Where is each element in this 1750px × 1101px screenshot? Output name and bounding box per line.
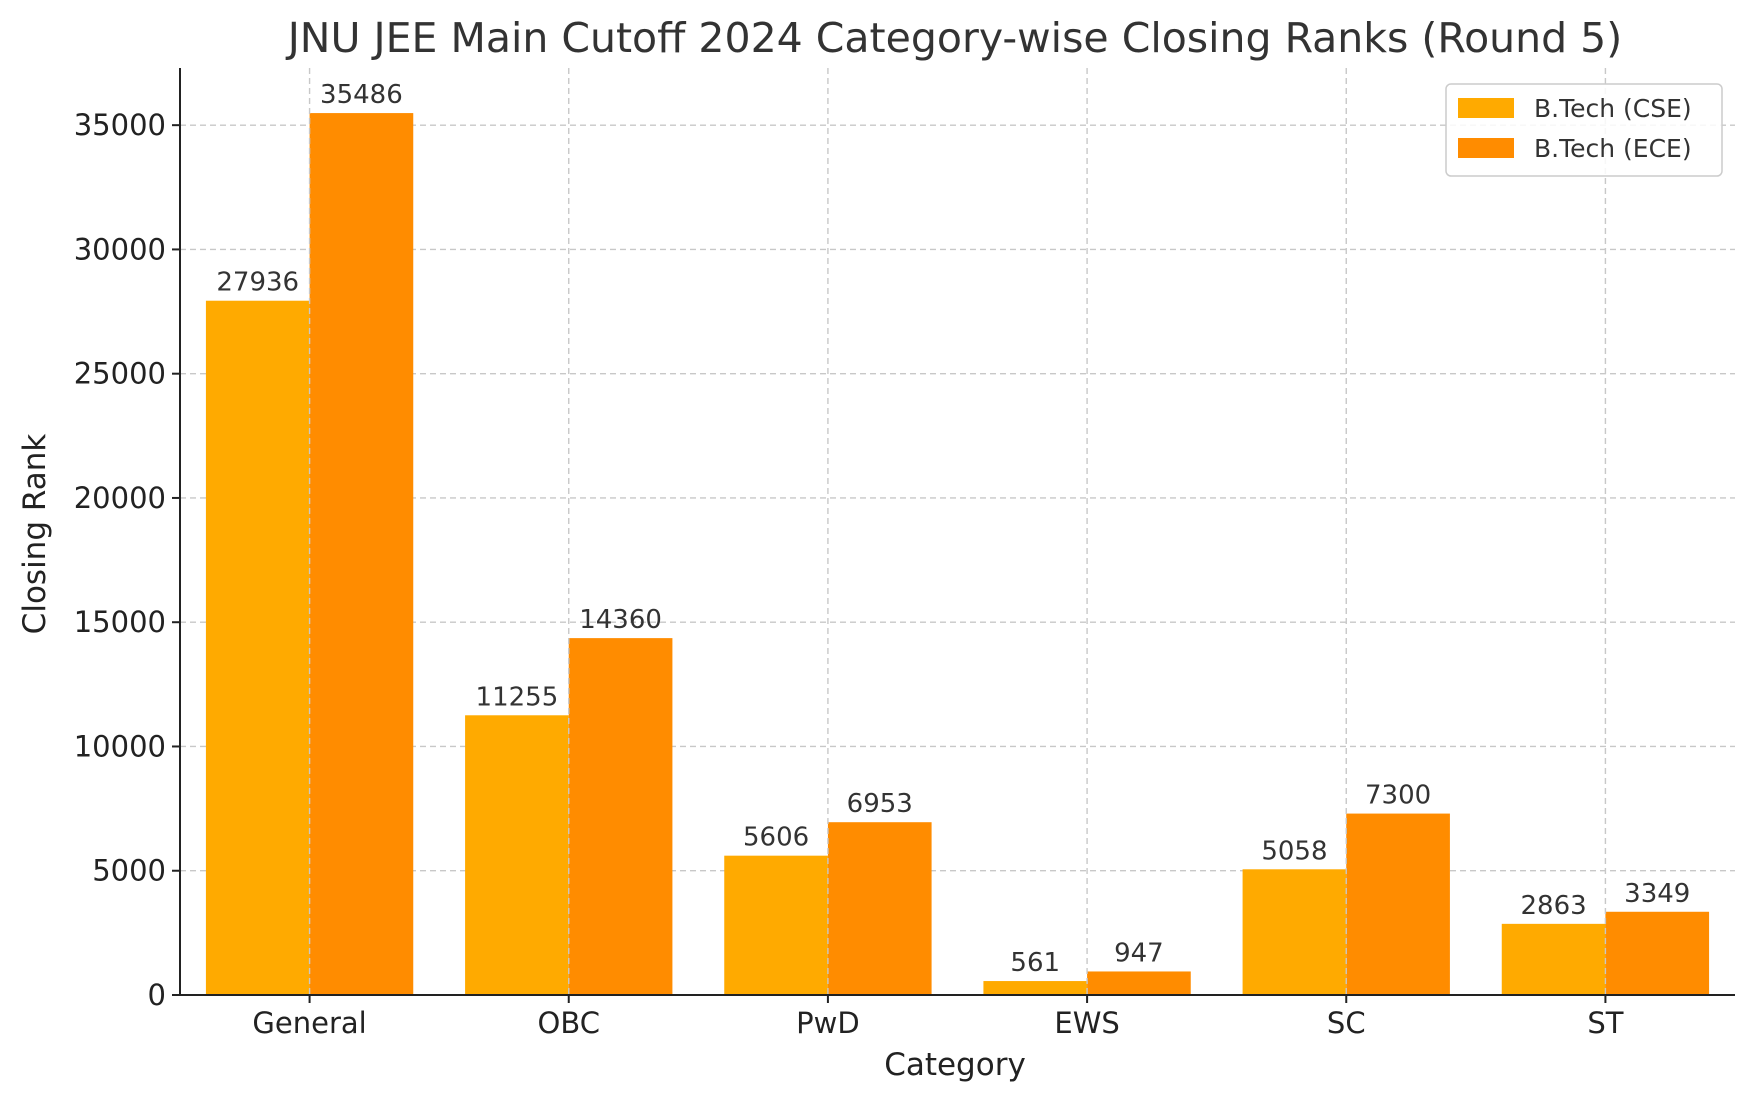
data-label: 14360 [579, 605, 662, 635]
data-label: 27936 [216, 268, 299, 298]
axes: 0 5000 10000 15000 20000 25000 30000 35000 Gener… [74, 68, 1735, 1040]
bar [1087, 971, 1191, 995]
bar [205, 300, 310, 995]
y-axis-label: Closing Rank [17, 434, 53, 635]
x-axis-label: Category [884, 1047, 1026, 1083]
x-tick-label: OBC [538, 1006, 600, 1040]
bar [1346, 813, 1450, 995]
bars [205, 113, 1710, 995]
x-tick-label: SC [1327, 1006, 1366, 1040]
data-labels: 27936 35486 11255 14360 5606 6953 561 947 5058 73… [216, 80, 1690, 978]
data-label: 561 [1010, 948, 1060, 978]
data-label: 6953 [847, 789, 913, 819]
legend-swatch [1458, 98, 1514, 118]
bar [1501, 923, 1606, 995]
bar [827, 822, 932, 995]
y-tick-label: 35000 [74, 108, 166, 142]
y-tick-label: 25000 [74, 357, 166, 391]
chart-title: JNU JEE Main Cutoff 2024 Category-wise C… [285, 14, 1623, 62]
data-label: 2863 [1520, 891, 1586, 921]
data-label: 5058 [1261, 836, 1327, 866]
y-tick-label: 0 [148, 978, 166, 1012]
bar [983, 981, 1088, 995]
legend-box [1445, 83, 1723, 177]
legend: B.Tech (CSE) B.Tech (ECE) [1445, 83, 1723, 177]
y-tick-label: 10000 [74, 729, 166, 763]
y-tick-label: 30000 [74, 232, 166, 266]
data-label: 947 [1114, 938, 1164, 968]
legend-label: B.Tech (ECE) [1534, 134, 1692, 163]
x-tick-label: PwD [796, 1006, 860, 1040]
bar [1242, 869, 1347, 995]
bar [568, 638, 673, 995]
y-tick-label: 15000 [74, 605, 166, 639]
bar [1605, 911, 1710, 995]
y-tick-label: 5000 [92, 854, 166, 888]
data-label: 35486 [320, 80, 403, 110]
bar [465, 715, 569, 995]
x-tick-label: EWS [1054, 1006, 1119, 1040]
bar [309, 113, 414, 995]
bar [724, 855, 828, 995]
y-tick-label: 20000 [74, 481, 166, 515]
x-tick-label: ST [1587, 1006, 1623, 1040]
data-label: 3349 [1624, 879, 1690, 909]
legend-swatch [1458, 138, 1514, 158]
x-tick-label: General [252, 1006, 366, 1040]
legend-label: B.Tech (CSE) [1534, 94, 1692, 123]
data-label: 11255 [476, 682, 559, 712]
data-label: 5606 [743, 823, 809, 853]
data-label: 7300 [1365, 781, 1431, 811]
